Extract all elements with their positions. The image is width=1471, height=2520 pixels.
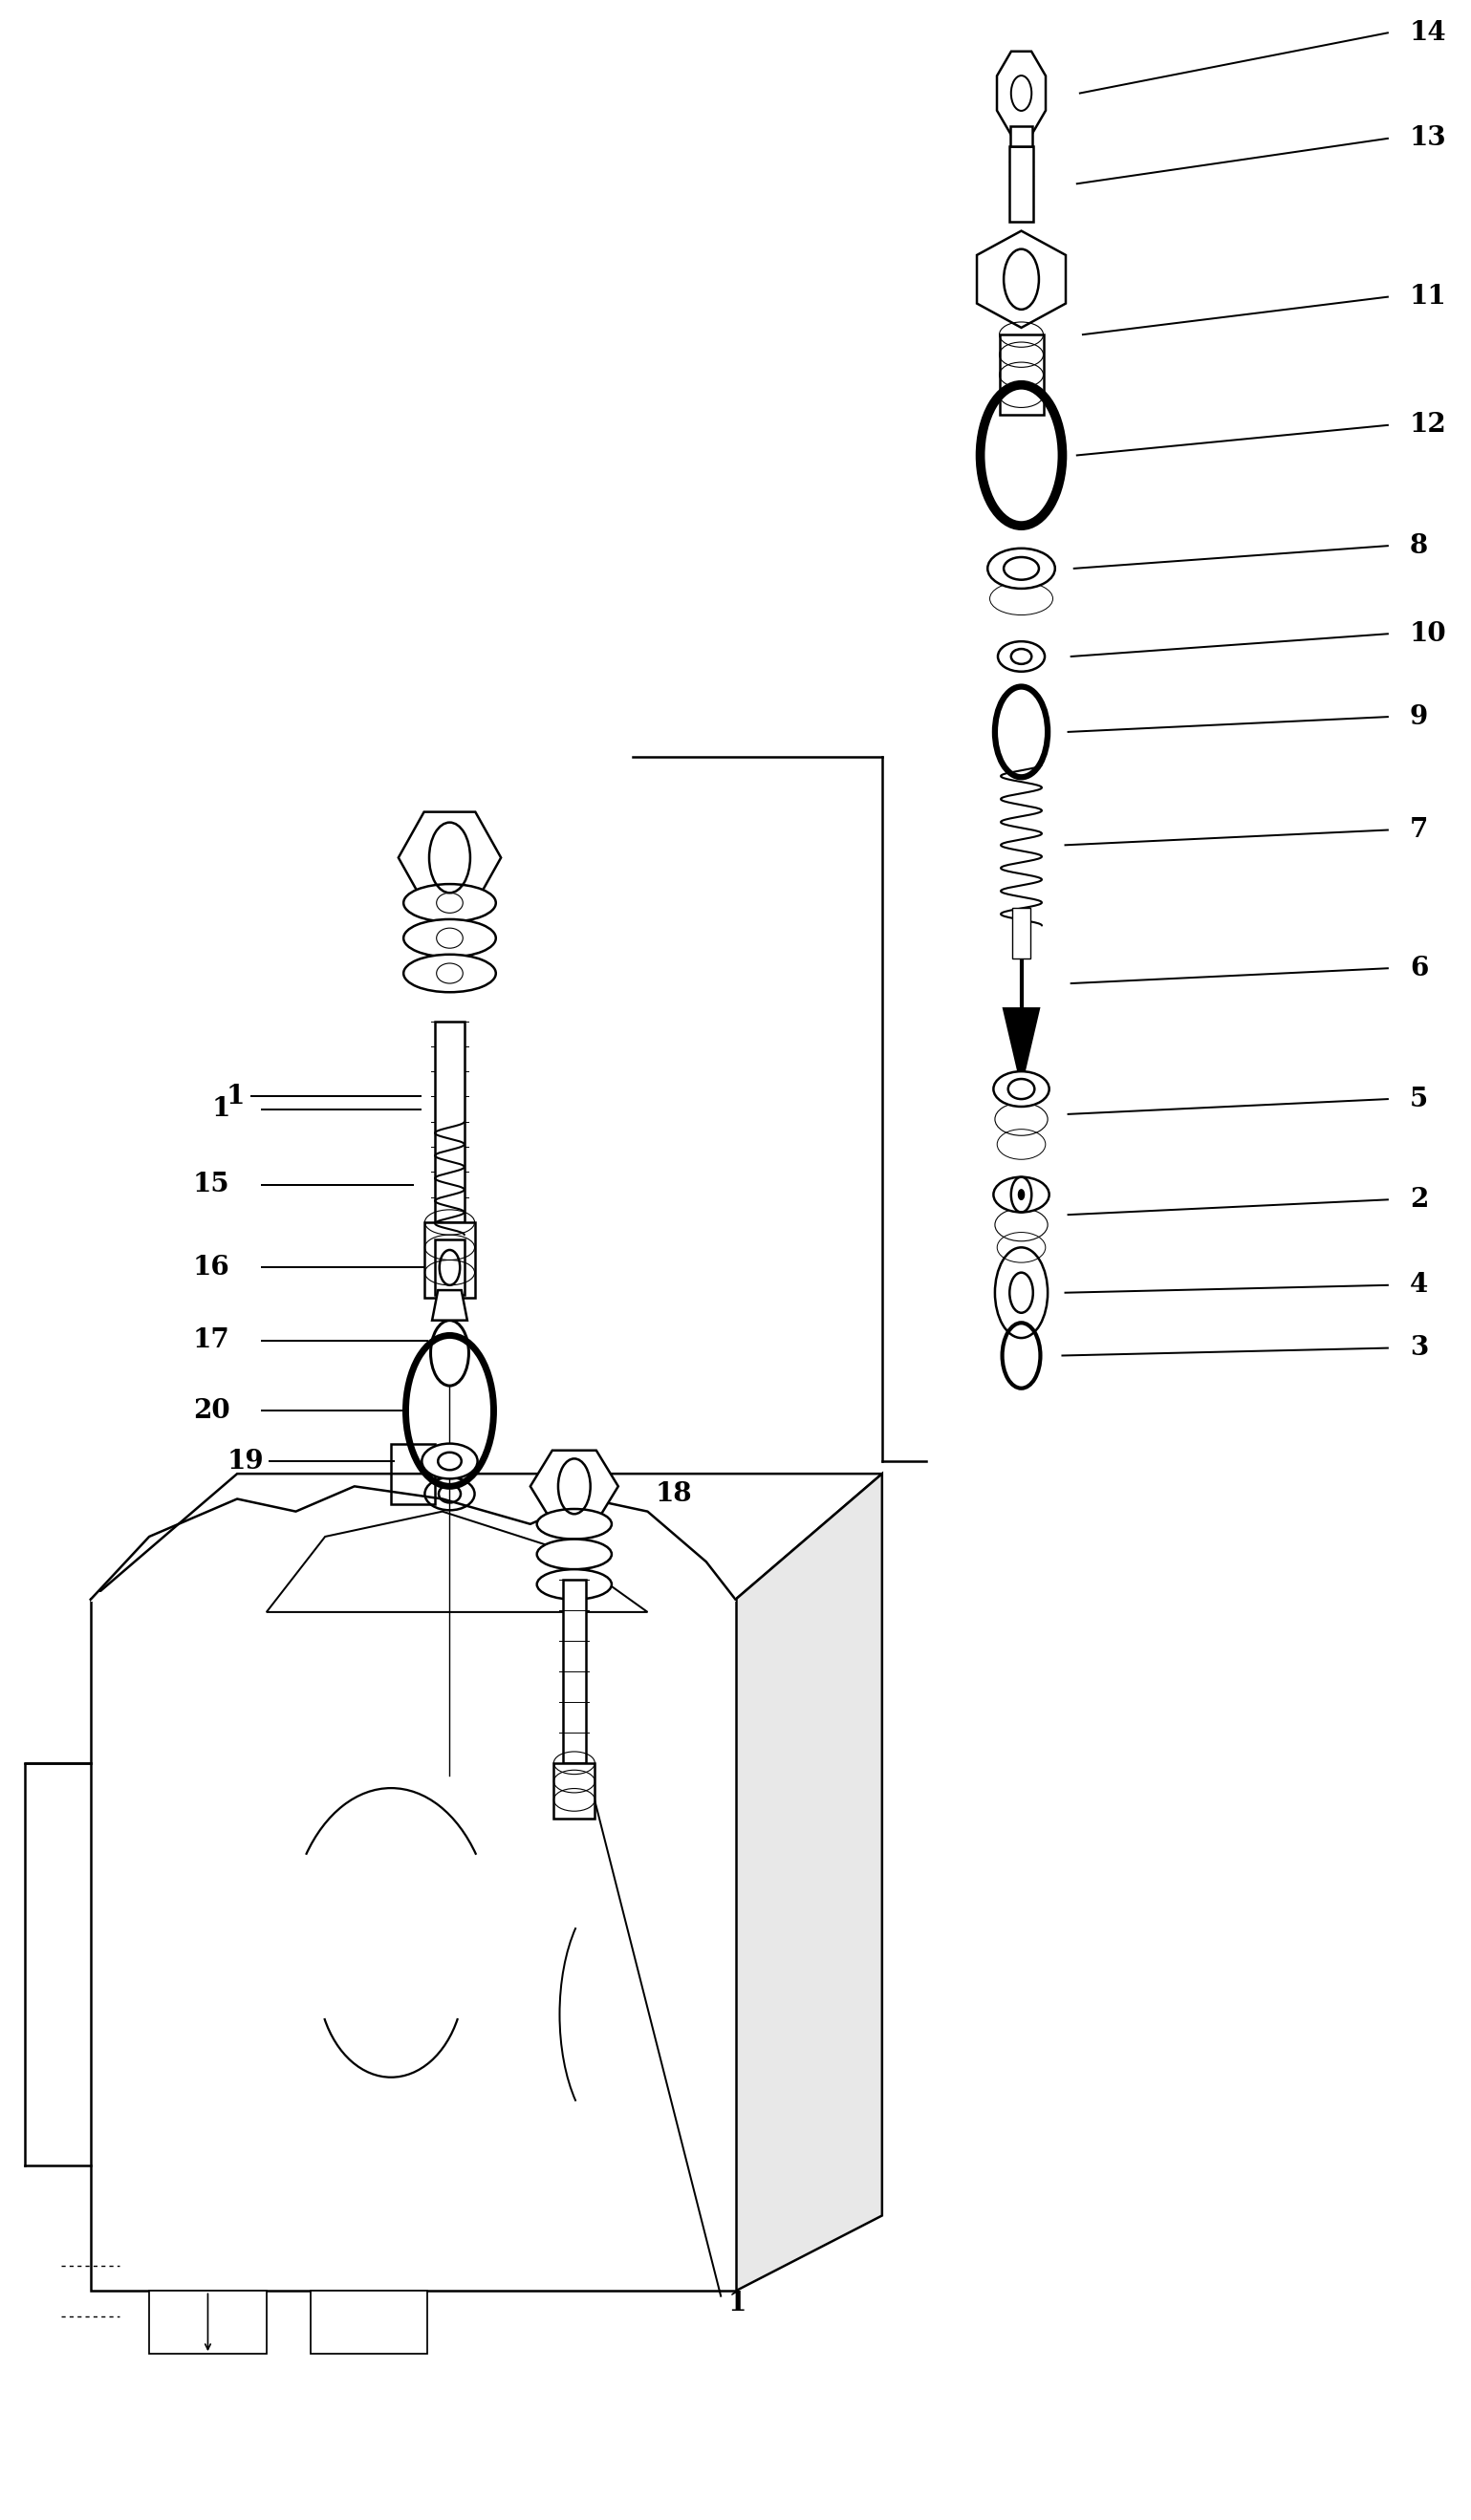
- Polygon shape: [266, 1512, 647, 1613]
- Ellipse shape: [993, 1177, 1049, 1212]
- Text: 6: 6: [1409, 955, 1428, 980]
- Polygon shape: [310, 2291, 428, 2354]
- Polygon shape: [1012, 907, 1030, 958]
- Ellipse shape: [987, 549, 1055, 590]
- Text: 9: 9: [1409, 703, 1428, 731]
- Polygon shape: [435, 1021, 465, 1222]
- Text: 1: 1: [728, 2291, 747, 2316]
- Ellipse shape: [403, 955, 496, 993]
- Text: 1: 1: [212, 1096, 229, 1121]
- Text: 4: 4: [1409, 1273, 1428, 1298]
- Text: 1: 1: [227, 1084, 244, 1109]
- Ellipse shape: [425, 1477, 475, 1509]
- Text: 12: 12: [1409, 413, 1447, 438]
- Ellipse shape: [403, 885, 496, 922]
- Polygon shape: [1009, 146, 1033, 222]
- Polygon shape: [91, 1474, 883, 1600]
- Polygon shape: [91, 1600, 736, 2291]
- Polygon shape: [531, 1452, 618, 1522]
- Ellipse shape: [422, 1444, 478, 1479]
- Polygon shape: [149, 2291, 266, 2354]
- Text: 11: 11: [1409, 285, 1447, 310]
- Text: 3: 3: [1409, 1336, 1428, 1361]
- Polygon shape: [736, 1474, 883, 2291]
- Polygon shape: [977, 232, 1065, 328]
- Polygon shape: [435, 1240, 465, 1295]
- Polygon shape: [997, 50, 1046, 136]
- Text: 8: 8: [1409, 532, 1428, 559]
- Text: 20: 20: [193, 1399, 229, 1424]
- Circle shape: [431, 1320, 469, 1386]
- Ellipse shape: [403, 920, 496, 958]
- Text: 17: 17: [193, 1328, 229, 1353]
- Text: 14: 14: [1409, 20, 1446, 45]
- Polygon shape: [1003, 1008, 1039, 1084]
- Circle shape: [1018, 1189, 1024, 1200]
- Ellipse shape: [537, 1509, 612, 1540]
- Polygon shape: [999, 335, 1043, 416]
- Text: 15: 15: [193, 1172, 229, 1197]
- Bar: [391, 1444, 435, 1504]
- Polygon shape: [553, 1764, 594, 1819]
- Polygon shape: [399, 811, 502, 902]
- Polygon shape: [91, 1593, 736, 1603]
- Polygon shape: [562, 1580, 585, 1764]
- Text: 18: 18: [655, 1482, 691, 1507]
- Text: 10: 10: [1409, 620, 1446, 648]
- Polygon shape: [425, 1222, 475, 1298]
- Text: 7: 7: [1409, 816, 1428, 842]
- Text: 5: 5: [1409, 1086, 1428, 1111]
- Ellipse shape: [993, 1071, 1049, 1106]
- Text: 16: 16: [193, 1255, 229, 1280]
- Text: 2: 2: [1409, 1187, 1428, 1212]
- Ellipse shape: [537, 1540, 612, 1570]
- Ellipse shape: [997, 643, 1044, 670]
- Ellipse shape: [537, 1570, 612, 1600]
- Text: 19: 19: [227, 1449, 263, 1474]
- Polygon shape: [432, 1290, 468, 1320]
- Text: 13: 13: [1409, 126, 1446, 151]
- Polygon shape: [1011, 126, 1031, 146]
